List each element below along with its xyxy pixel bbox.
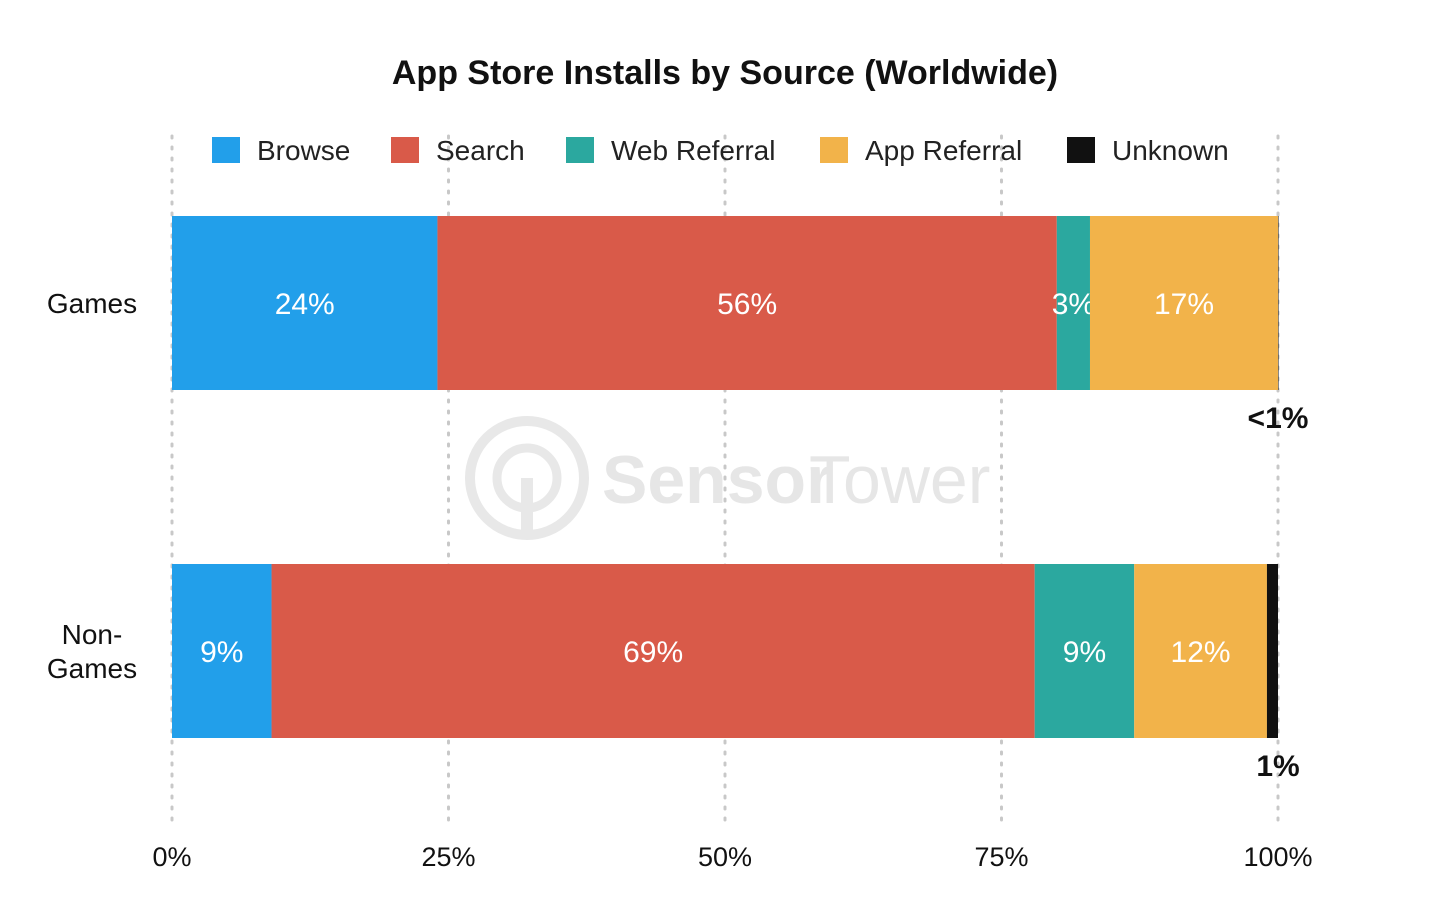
legend-item-search: Search: [391, 135, 525, 166]
data-label-non-games-unknown: 1%: [1256, 750, 1299, 783]
bar-segment-non-games-web-referral: [1034, 564, 1135, 738]
data-label-games-search: 56%: [717, 288, 777, 321]
data-label-non-games-web-referral: 9%: [1063, 636, 1106, 669]
bar-segment-games-browse: [172, 216, 438, 390]
grid-layer: [170, 134, 1280, 822]
bars-layer: 24% 56% 3% 17% <1% 9% 69% 9% 12% 1%: [172, 216, 1308, 783]
legend-item-unknown: Unknown: [1067, 135, 1229, 166]
data-label-non-games-search: 69%: [623, 636, 683, 669]
data-label-games-app-referral: 17%: [1154, 288, 1214, 321]
watermark-text-sensor: Sensor: [602, 442, 833, 518]
bar-group-games: 24% 56% 3% 17% <1%: [172, 216, 1308, 435]
legend-swatch-web-referral: [566, 137, 594, 163]
x-tick-label-0: 0%: [152, 842, 191, 872]
legend-label-browse: Browse: [257, 135, 350, 166]
data-label-non-games-app-referral: 12%: [1171, 636, 1231, 669]
bar-segment-games-search: [437, 216, 1057, 390]
data-label-games-unknown: <1%: [1248, 402, 1309, 435]
legend-swatch-browse: [212, 137, 240, 163]
category-label-non-games: Non-Games: [47, 619, 137, 684]
chart-title: App Store Installs by Source (Worldwide): [392, 54, 1058, 92]
legend: Browse Search Web Referral App Referral Unkn…: [212, 135, 1229, 166]
legend-swatch-unknown: [1067, 137, 1095, 163]
watermark-logo: Sensor Tower: [465, 416, 990, 540]
legend-swatch-app-referral: [820, 137, 848, 163]
legend-item-web-referral: Web Referral: [566, 135, 775, 166]
bar-segment-games-unknown: [1278, 216, 1279, 390]
bar-group-non-games: 9% 69% 9% 12% 1%: [172, 564, 1300, 783]
category-label-line: Non-: [62, 619, 123, 650]
x-tick-label-25: 25%: [421, 842, 475, 872]
legend-label-web-referral: Web Referral: [611, 135, 775, 166]
bar-segment-non-games-unknown: [1266, 564, 1278, 738]
bar-segment-non-games-search: [271, 564, 1035, 738]
bar-segment-non-games-app-referral: [1134, 564, 1267, 738]
bar-segment-non-games-browse: [172, 564, 272, 738]
data-label-games-web-referral: 3%: [1052, 288, 1095, 321]
watermark-text-tower: Tower: [809, 442, 990, 518]
legend-item-app-referral: App Referral: [820, 135, 1022, 166]
data-label-non-games-browse: 9%: [200, 636, 243, 669]
category-label-line: Games: [47, 288, 137, 319]
category-label-games: Games: [47, 288, 137, 319]
x-tick-label-100: 100%: [1243, 842, 1312, 872]
x-axis-ticks: 0% 25% 50% 75% 100%: [152, 842, 1312, 872]
x-tick-label-75: 75%: [974, 842, 1028, 872]
bar-segment-games-web-referral: [1056, 216, 1090, 390]
category-label-line: Games: [47, 653, 137, 684]
x-tick-label-50: 50%: [698, 842, 752, 872]
legend-label-unknown: Unknown: [1112, 135, 1229, 166]
bar-segment-games-app-referral: [1089, 216, 1278, 390]
legend-label-app-referral: App Referral: [865, 135, 1022, 166]
legend-label-search: Search: [436, 135, 525, 166]
data-label-games-browse: 24%: [275, 288, 335, 321]
legend-item-browse: Browse: [212, 135, 350, 166]
legend-swatch-search: [391, 137, 419, 163]
watermark-stem: [521, 478, 533, 536]
